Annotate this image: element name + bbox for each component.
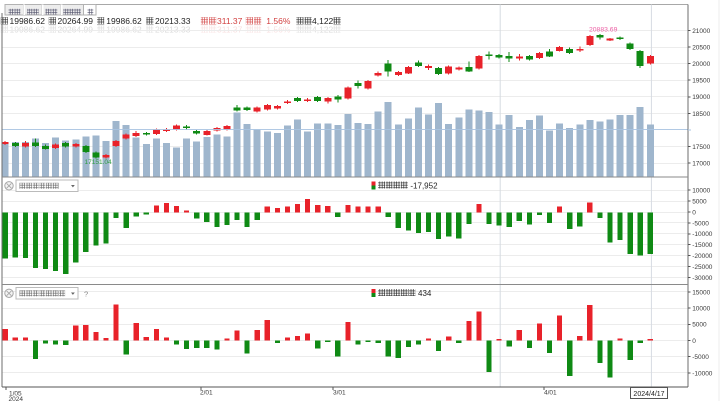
svg-text:17500: 17500 [692, 144, 710, 151]
svg-text:20883.69: 20883.69 [589, 26, 618, 33]
svg-text:0: 0 [692, 338, 696, 345]
svg-text:434: 434 [418, 289, 432, 298]
svg-text:1/05: 1/05 [9, 390, 22, 397]
svg-text:18500: 18500 [692, 111, 710, 118]
svg-text:19500: 19500 [692, 78, 710, 85]
svg-text:15000: 15000 [692, 289, 710, 296]
svg-text:2/01: 2/01 [200, 390, 213, 397]
svg-text:311.37: 311.37 [217, 16, 243, 26]
svg-text:19986.62: 19986.62 [106, 16, 142, 26]
svg-text:-17,952: -17,952 [410, 182, 438, 191]
svg-text:-5000: -5000 [692, 220, 709, 227]
svg-text:10000: 10000 [692, 306, 710, 313]
svg-text:5000: 5000 [692, 322, 707, 329]
svg-text:4/01: 4/01 [544, 390, 557, 397]
svg-text:1.56%: 1.56% [266, 16, 291, 26]
svg-text:20213.33: 20213.33 [155, 16, 191, 26]
svg-text:-10000: -10000 [692, 370, 713, 377]
svg-text:-5000: -5000 [692, 354, 709, 361]
svg-text:20500: 20500 [692, 44, 710, 51]
svg-text:20264.99: 20264.99 [58, 16, 94, 26]
svg-text:-15000: -15000 [692, 242, 713, 249]
svg-text:20000: 20000 [692, 61, 710, 68]
svg-text:-20000: -20000 [692, 253, 713, 260]
svg-text:-25000: -25000 [692, 264, 713, 271]
svg-text:?: ? [84, 290, 88, 299]
svg-text:2024/4/17: 2024/4/17 [633, 391, 664, 398]
svg-text:0: 0 [692, 209, 696, 216]
svg-text:21000: 21000 [692, 28, 710, 35]
svg-text:5000: 5000 [692, 199, 707, 206]
svg-text:-10000: -10000 [692, 231, 713, 238]
svg-text:10000: 10000 [692, 188, 710, 195]
svg-text:3/01: 3/01 [333, 390, 346, 397]
svg-text:19986.62: 19986.62 [10, 16, 46, 26]
svg-text:17151.04: 17151.04 [85, 159, 112, 166]
svg-text:17000: 17000 [692, 161, 710, 168]
svg-text:4,122: 4,122 [312, 16, 334, 26]
svg-text:2024: 2024 [9, 396, 24, 401]
svg-text:19000: 19000 [692, 94, 710, 101]
svg-text:-30000: -30000 [692, 275, 713, 282]
